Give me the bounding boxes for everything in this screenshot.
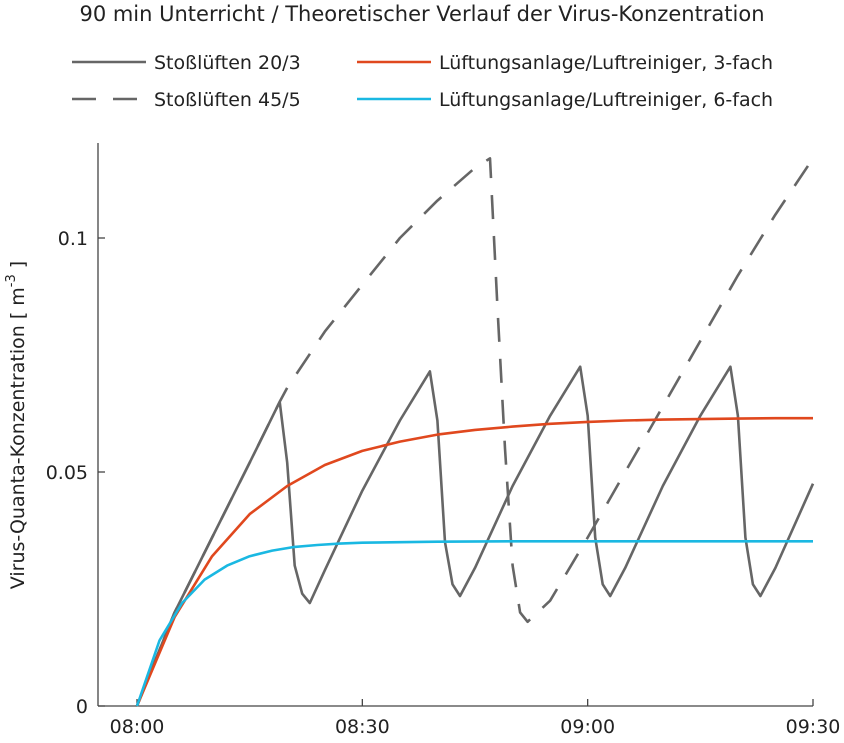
series-line-1 [135, 365, 815, 707]
y-axis-label-close: ] [7, 261, 29, 274]
x-tick-label: 08:00 [110, 716, 165, 738]
chart-title: 90 min Unterricht / Theoretischer Verlau… [79, 2, 765, 26]
legend-item-2: Stoßlüften 45/5 [72, 89, 301, 111]
legend: Stoßlüften 20/3 Stoßlüften 45/5 Lüftungsan… [72, 52, 773, 111]
x-tick-label: 09:00 [560, 716, 615, 738]
y-tick-label: 0.1 [58, 228, 88, 250]
axes: 08:00 08:30 09:00 09:30 0 0.05 0.1 [46, 143, 841, 738]
legend-label: Stoßlüften 45/5 [154, 89, 301, 111]
legend-label: Lüftungsanlage/Luftreiniger, 3-fach [439, 52, 773, 74]
x-tick-label: 09:30 [786, 716, 841, 738]
x-tick-label: 08:30 [335, 716, 390, 738]
y-axis-label: Virus-Quanta-Konzentration [ m-3 ] [4, 261, 29, 589]
y-tick-label: 0 [76, 696, 88, 718]
series-line-2 [135, 157, 815, 707]
y-axis-label-exponent: -3 [4, 274, 19, 287]
legend-label: Lüftungsanlage/Luftreiniger, 6-fach [439, 89, 773, 111]
legend-item-4: Lüftungsanlage/Luftreiniger, 6-fach [357, 89, 773, 111]
series-line-3 [135, 416, 813, 707]
y-tick-label: 0.05 [46, 462, 88, 484]
legend-item-3: Lüftungsanlage/Luftreiniger, 3-fach [357, 52, 773, 74]
plot-area [135, 157, 815, 707]
legend-item-1: Stoßlüften 20/3 [72, 52, 301, 74]
series-line-4 [135, 539, 813, 707]
legend-label: Stoßlüften 20/3 [154, 52, 301, 74]
y-axis-label-main: Virus-Quanta-Konzentration [ m [7, 287, 29, 589]
